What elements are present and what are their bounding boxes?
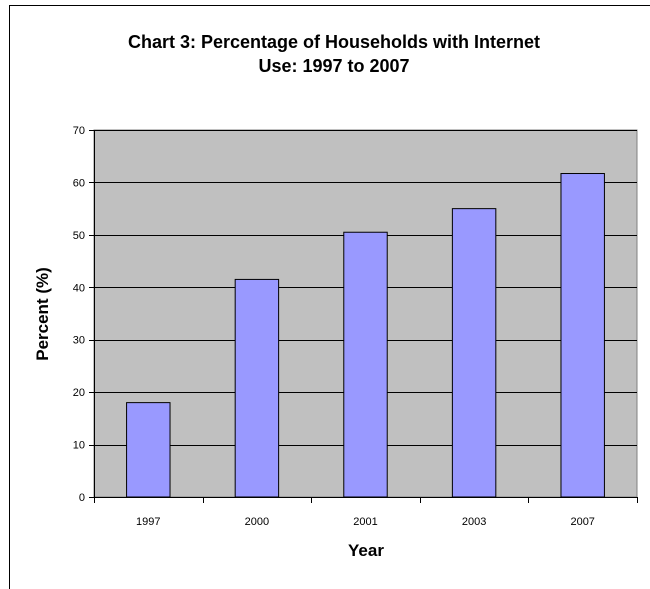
x-tick-label: 2007	[570, 516, 594, 528]
axes	[89, 130, 638, 503]
bar-2001	[343, 231, 388, 498]
y-tick-label: 0	[79, 492, 85, 504]
x-tick-label: 2003	[462, 516, 486, 528]
y-tick-label: 70	[73, 125, 85, 137]
y-axis-title: Percent (%)	[33, 267, 52, 361]
y-tick-label: 50	[73, 230, 85, 242]
x-axis-title: Year	[348, 541, 384, 560]
y-tick-labels: 0 10 20 30 40 50 60 70	[73, 125, 85, 504]
y-tick-label: 10	[73, 440, 85, 452]
y-tick-label: 60	[73, 177, 85, 189]
y-tick-label: 30	[73, 335, 85, 347]
y-tick-label: 20	[73, 387, 85, 399]
bar-2007	[560, 173, 605, 498]
chart-frame	[9, 5, 650, 589]
y-tick-label: 40	[73, 282, 85, 294]
x-tick-labels: 1997 2000 2001 2003 2007	[136, 516, 595, 528]
x-tick-label: 2001	[353, 516, 377, 528]
bar-2000	[234, 278, 280, 498]
bar-1997	[126, 402, 171, 498]
chart-title-line-2: Use: 1997 to 2007	[258, 56, 409, 76]
chart-title-line-1: Chart 3: Percentage of Households with I…	[128, 32, 540, 52]
x-tick-label: 1997	[136, 516, 160, 528]
bar-2003	[451, 208, 497, 498]
bars	[126, 173, 605, 498]
x-tick-label: 2000	[245, 516, 269, 528]
